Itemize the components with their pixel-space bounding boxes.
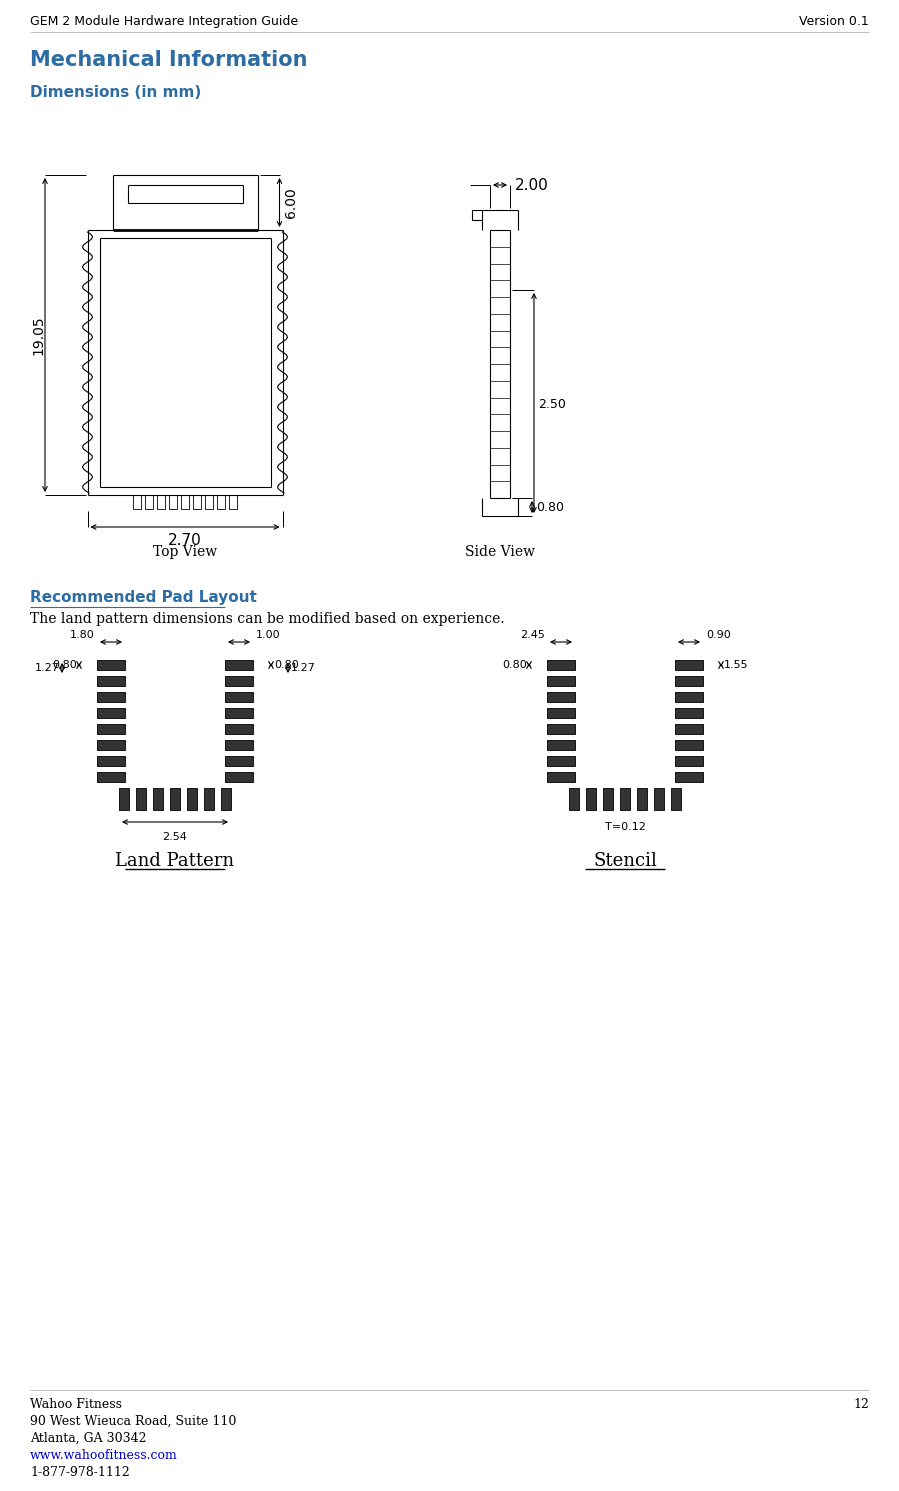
Bar [187, 789, 197, 810]
Bar [97, 725, 125, 734]
Bar [205, 495, 213, 508]
Bar [153, 789, 163, 810]
Bar [675, 708, 703, 719]
Bar [547, 675, 575, 686]
Text: Side View: Side View [465, 546, 535, 559]
Bar [97, 675, 125, 686]
Bar [569, 789, 579, 810]
Bar [170, 789, 180, 810]
Bar [675, 772, 703, 781]
Text: 19.05: 19.05 [31, 315, 45, 355]
Text: 2.45: 2.45 [521, 631, 545, 640]
Bar [229, 495, 237, 508]
Bar [225, 756, 253, 766]
Text: Mechanical Information: Mechanical Information [30, 51, 307, 70]
Bar [675, 675, 703, 686]
Text: 90 West Wieuca Road, Suite 110: 90 West Wieuca Road, Suite 110 [30, 1415, 236, 1428]
Text: 1.80: 1.80 [70, 631, 95, 640]
Text: Wahoo Fitness: Wahoo Fitness [30, 1399, 122, 1410]
Text: Version 0.1: Version 0.1 [799, 15, 869, 28]
Bar [603, 789, 613, 810]
Text: 0.80: 0.80 [503, 661, 527, 669]
Bar [671, 789, 681, 810]
Text: 1.27: 1.27 [35, 663, 60, 672]
Text: Dimensions (in mm): Dimensions (in mm) [30, 85, 201, 100]
Bar [675, 661, 703, 669]
Bar [169, 495, 177, 508]
Bar [204, 789, 214, 810]
Text: 0.90: 0.90 [706, 631, 731, 640]
Bar [547, 756, 575, 766]
Bar [225, 708, 253, 719]
Bar [225, 772, 253, 781]
Text: T=0.12: T=0.12 [604, 822, 645, 832]
Bar [675, 740, 703, 750]
Text: Top View: Top View [153, 546, 217, 559]
Bar [97, 708, 125, 719]
Bar [620, 789, 630, 810]
Bar [675, 756, 703, 766]
Bar [157, 495, 165, 508]
Bar [547, 661, 575, 669]
Text: 2.70: 2.70 [168, 532, 202, 549]
Text: 2.50: 2.50 [538, 398, 565, 412]
Text: 2.54: 2.54 [163, 832, 187, 842]
Bar [586, 789, 596, 810]
Bar [119, 789, 129, 810]
Bar [97, 772, 125, 781]
Bar [193, 495, 201, 508]
Bar [547, 692, 575, 702]
Bar [221, 789, 231, 810]
Text: GEM 2 Module Hardware Integration Guide: GEM 2 Module Hardware Integration Guide [30, 15, 298, 28]
Bar [547, 772, 575, 781]
Text: 6.00: 6.00 [283, 188, 298, 218]
Bar [547, 740, 575, 750]
Bar [225, 675, 253, 686]
Text: 1.27: 1.27 [291, 663, 316, 672]
Text: 0.80: 0.80 [536, 501, 564, 514]
Text: 0.80: 0.80 [274, 661, 298, 669]
Text: The land pattern dimensions can be modified based on experience.: The land pattern dimensions can be modif… [30, 611, 504, 626]
Bar [225, 725, 253, 734]
Bar [675, 725, 703, 734]
Bar [225, 692, 253, 702]
Bar [225, 740, 253, 750]
Bar [133, 495, 141, 508]
Bar [97, 756, 125, 766]
Bar [217, 495, 225, 508]
Text: Recommended Pad Layout: Recommended Pad Layout [30, 590, 257, 605]
Text: 1.00: 1.00 [256, 631, 280, 640]
Text: Stencil: Stencil [593, 851, 657, 871]
Bar [97, 692, 125, 702]
Bar [675, 692, 703, 702]
Bar [145, 495, 153, 508]
Bar [637, 789, 647, 810]
Text: 1-877-978-1112: 1-877-978-1112 [30, 1466, 129, 1479]
Bar [654, 789, 664, 810]
Bar [225, 661, 253, 669]
Bar [547, 708, 575, 719]
Text: 0.80: 0.80 [52, 661, 77, 669]
Text: www.wahoofitness.com: www.wahoofitness.com [30, 1449, 178, 1463]
Text: Atlanta, GA 30342: Atlanta, GA 30342 [30, 1431, 147, 1445]
Text: 1.55: 1.55 [724, 661, 749, 669]
Bar [181, 495, 189, 508]
Text: Land Pattern: Land Pattern [115, 851, 235, 871]
Text: 2.00: 2.00 [515, 177, 548, 192]
Bar [97, 740, 125, 750]
Bar [136, 789, 146, 810]
Bar [547, 725, 575, 734]
Text: 12: 12 [853, 1399, 869, 1410]
Bar [97, 661, 125, 669]
